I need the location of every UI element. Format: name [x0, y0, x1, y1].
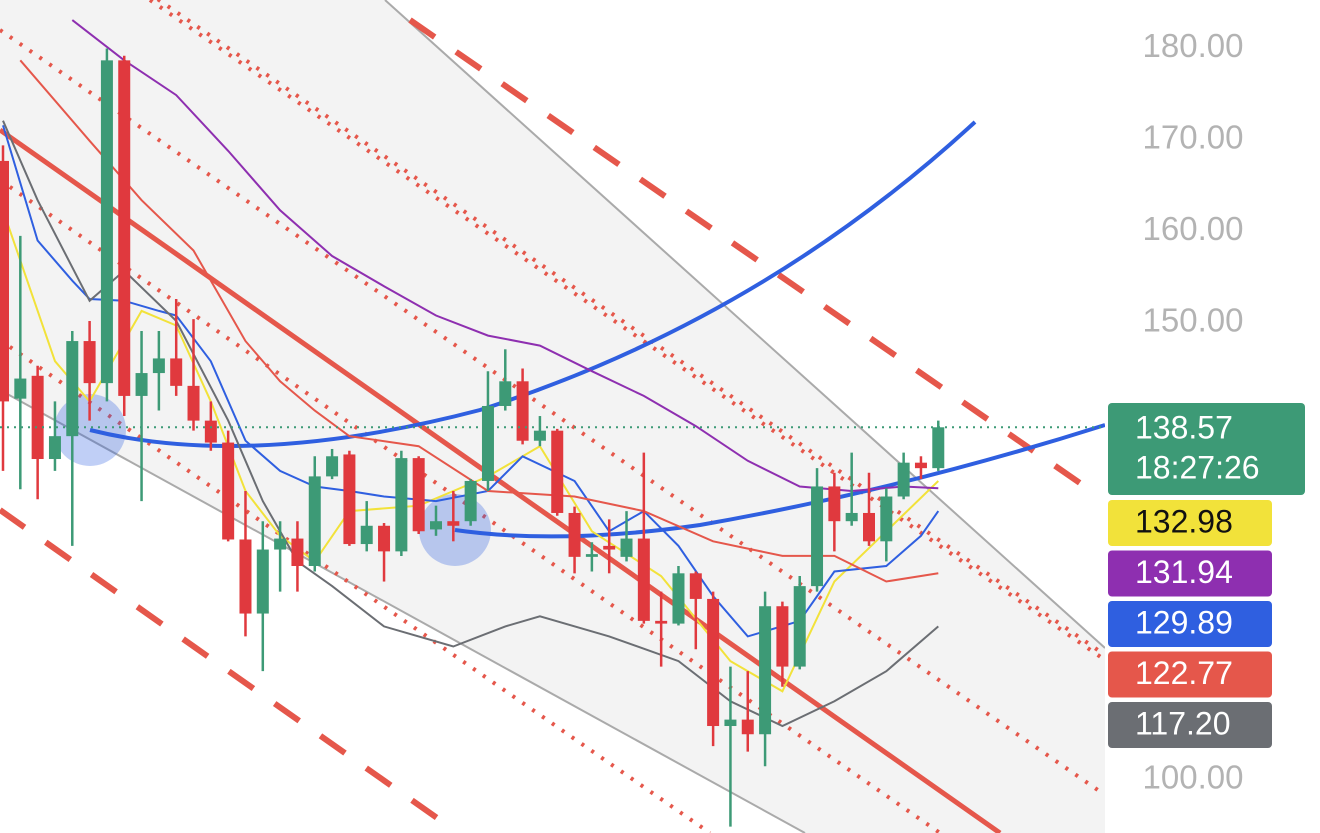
candle-body [793, 586, 806, 667]
candle-body [83, 341, 96, 384]
candle-body [603, 545, 616, 550]
indicator-tag-label: 117.20 [1135, 705, 1231, 741]
candle-body [118, 60, 131, 396]
candle-body [880, 496, 893, 542]
indicator-line [2, 120, 939, 728]
indicator-line [71, 19, 939, 493]
candle-body [655, 620, 668, 624]
y-tick-label: 100.00 [1143, 759, 1244, 796]
indicator-tag-label: 122.77 [1135, 655, 1233, 691]
candle-body [464, 480, 477, 522]
candle-body [863, 512, 875, 542]
candle-body [308, 476, 321, 567]
y-tick-label: 150.00 [1143, 301, 1244, 338]
channel-line [0, 389, 806, 833]
candle-body [274, 538, 287, 550]
indicator-tag-label: 129.89 [1135, 604, 1233, 640]
y-tick-label: 170.00 [1143, 119, 1244, 156]
candle-body [707, 598, 720, 727]
candle-body [31, 375, 44, 460]
candle-body [828, 486, 841, 522]
marker [419, 494, 491, 566]
y-tick-label: 180.00 [1143, 27, 1244, 64]
candle-body [222, 442, 235, 540]
indicator-line [19, 59, 939, 583]
candle-body [239, 539, 252, 614]
price-tag [1108, 403, 1305, 495]
candle-body [568, 512, 581, 557]
candle-body [14, 378, 27, 399]
countdown: 18:27:26 [1135, 449, 1260, 485]
candle-body [360, 525, 373, 545]
candle-body [689, 573, 702, 599]
indicator-tag [1108, 702, 1272, 748]
candle-body [932, 427, 945, 469]
candle-body [395, 458, 408, 552]
candle-body [204, 420, 217, 443]
candle-body [66, 341, 79, 437]
candle-body [135, 373, 148, 396]
indicator-tag [1108, 651, 1272, 698]
candle-body [811, 486, 824, 587]
candle-body [741, 719, 754, 735]
candle-body [499, 381, 512, 406]
candle-body [187, 385, 200, 421]
candle-body [897, 462, 910, 497]
dotted-lines [0, 0, 1107, 833]
candle-body [585, 554, 598, 557]
indicator-tag [1108, 500, 1272, 546]
candle-body [620, 538, 633, 557]
dashed-lines [0, 17, 1092, 823]
candle-body [724, 719, 737, 727]
curve [89, 120, 977, 448]
candle-body [430, 521, 442, 530]
candle-body [914, 462, 927, 469]
candle-body [516, 381, 529, 441]
candle-body [759, 606, 772, 735]
candle-body [776, 606, 789, 667]
candle-body [0, 160, 9, 402]
channel-line [384, 0, 1106, 649]
candle-body [481, 405, 494, 481]
y-tick-label: 160.00 [1143, 210, 1244, 247]
candle-body [378, 525, 391, 552]
candle-body [533, 430, 546, 441]
candle-body [551, 430, 564, 513]
price-tag-label: 138.57 [1135, 409, 1233, 445]
candle-body [845, 512, 858, 522]
candle-body [170, 358, 183, 386]
trend-line [0, 127, 1002, 833]
indicator-tag [1108, 550, 1272, 597]
candle-body [48, 436, 61, 460]
candle-body [672, 573, 685, 624]
channel-fill [0, 0, 1105, 833]
indicator-tag-label: 131.94 [1135, 554, 1233, 590]
indicator-tag-label: 132.98 [1135, 503, 1233, 539]
candle-body [326, 456, 339, 477]
candle-body [343, 454, 356, 545]
candle-body [637, 538, 650, 621]
drawings [0, 0, 1107, 833]
curve [454, 423, 1106, 539]
candle-body [291, 538, 304, 567]
indicator-tag [1108, 601, 1272, 647]
indicator-line [2, 209, 939, 693]
candle-body [412, 458, 425, 532]
candle-body [447, 521, 460, 526]
candle-body [152, 358, 165, 374]
candle-body [100, 60, 113, 384]
candle-body [256, 549, 269, 614]
